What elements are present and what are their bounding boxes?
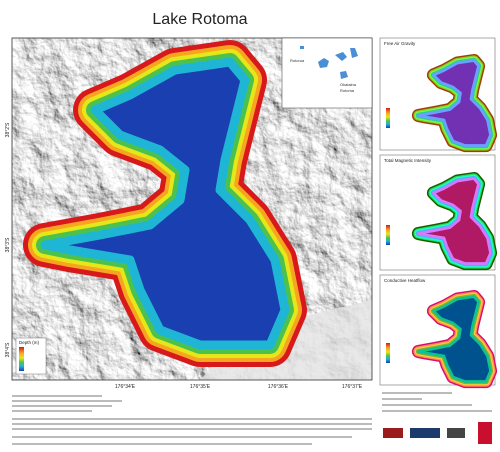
latitude-label: 38°3'S	[5, 237, 11, 252]
longitude-label: 176°34'E	[115, 384, 136, 390]
logos	[383, 422, 492, 444]
inset-label: Rotoma	[340, 88, 355, 93]
panel: Total Magnetic Intensity	[379, 154, 495, 271]
fine-print	[12, 392, 492, 445]
panel-title: Free Air Gravity	[384, 41, 416, 46]
latitude-label: 38°2'S	[5, 122, 11, 137]
latitude-label: 38°4'S	[5, 342, 11, 357]
depth-legend: Depth (m)	[15, 337, 47, 375]
longitude-label: 176°36'E	[268, 384, 289, 390]
panel: Conductive Heatflow	[379, 274, 495, 385]
inset-map: Rotorua Okataina Rotoma	[281, 37, 373, 109]
panel: Free Air Gravity	[379, 37, 495, 150]
legend-title: Depth (m)	[19, 340, 40, 345]
longitude-label: 176°37'E	[342, 384, 363, 390]
map-frame	[11, 37, 373, 381]
panel-title: Total Magnetic Intensity	[384, 158, 432, 163]
title: Lake Rotoma	[152, 11, 247, 28]
longitude-label: 176°35'E	[190, 384, 211, 390]
inset-label: Okataina	[340, 82, 357, 87]
inset-label: Rotorua	[290, 58, 305, 63]
panel-title: Conductive Heatflow	[384, 278, 426, 283]
